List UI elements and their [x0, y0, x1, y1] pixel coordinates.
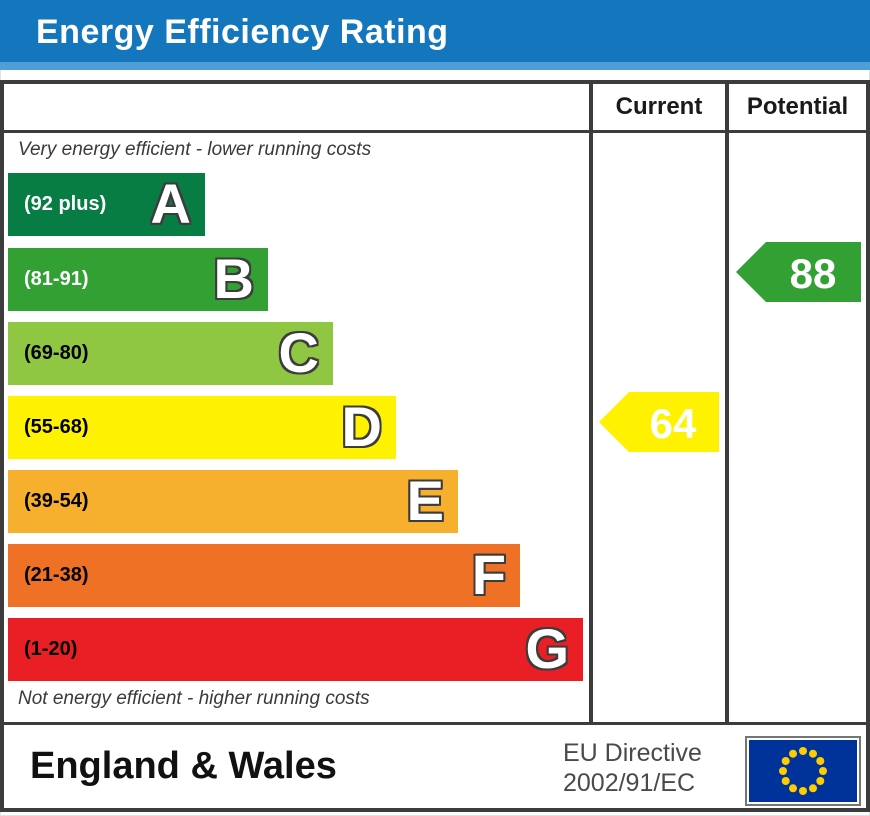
table-bottom-border	[0, 808, 870, 812]
band-letter: B	[213, 247, 254, 310]
band-letter: E	[406, 469, 444, 532]
band-row-g: (1-20) G	[8, 617, 583, 681]
current-rating-arrow: 64	[599, 392, 719, 452]
band-range-label: (92 plus)	[24, 193, 107, 215]
potential-rating-arrow: 88	[736, 242, 861, 302]
potential-rating-value: 88	[790, 250, 837, 297]
title-bar: Energy Efficiency Rating	[0, 0, 870, 70]
caption-very-efficient: Very energy efficient - lower running co…	[18, 139, 372, 160]
region-label: England & Wales	[30, 745, 337, 787]
table-left-border	[0, 80, 4, 812]
band-row-a: (92 plus) A	[8, 172, 205, 236]
potential-column-divider	[725, 80, 729, 725]
eu-flag-image	[749, 740, 857, 802]
eu-directive-line1: EU Directive	[563, 739, 702, 767]
footer-divider-line	[0, 722, 870, 725]
eu-flag	[745, 736, 861, 806]
band-letter: C	[278, 321, 319, 384]
band-row-f: (21-38) F	[8, 543, 520, 607]
potential-column-header: Potential	[746, 93, 849, 120]
eu-directive-label: EU Directive 2002/91/EC	[563, 738, 702, 798]
current-rating-value: 64	[650, 400, 697, 447]
band-range-label: (69-80)	[24, 342, 89, 364]
current-arrow-shape	[599, 392, 719, 452]
band-range-label: (39-54)	[24, 490, 89, 512]
page-title: Energy Efficiency Rating	[36, 13, 449, 51]
potential-arrow-shape	[736, 242, 861, 302]
band-letter: F	[471, 543, 506, 606]
band-letter: A	[150, 172, 191, 235]
header-divider-line	[0, 130, 870, 133]
band-letter: D	[341, 395, 382, 458]
band-letter: G	[525, 617, 569, 680]
band-range-label: (55-68)	[24, 416, 89, 438]
band-row-c: (69-80) C	[8, 321, 333, 385]
table-top-border	[0, 80, 870, 84]
table-right-border	[866, 80, 870, 812]
band-row-b: (81-91) B	[8, 247, 268, 311]
current-column-header: Current	[615, 93, 703, 120]
eu-directive-line2: 2002/91/EC	[563, 769, 696, 797]
title-bar-edge	[0, 62, 870, 70]
current-column-divider	[589, 80, 593, 725]
band-row-d: (55-68) D	[8, 395, 396, 459]
band-range-label: (1-20)	[24, 638, 78, 660]
band-row-e: (39-54) E	[8, 469, 458, 533]
eu-flag-stars	[779, 747, 827, 795]
band-range-label: (21-38)	[24, 564, 89, 586]
caption-not-efficient: Not energy efficient - higher running co…	[18, 688, 370, 709]
band-range-label: (81-91)	[24, 268, 89, 290]
